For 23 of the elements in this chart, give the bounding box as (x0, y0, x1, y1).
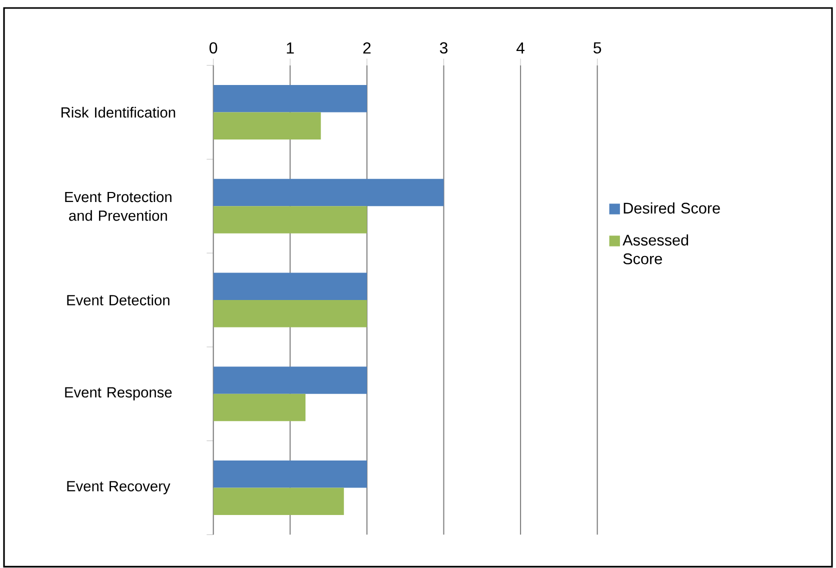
x-tick-label: 4 (516, 42, 525, 54)
y-tick-label: Risk Identification (62, 106, 176, 118)
x-tick-label: 5 (594, 42, 602, 54)
bar (213, 112, 321, 140)
bar (213, 488, 344, 515)
legend-label: Desired Score (624, 202, 720, 214)
bar (213, 206, 367, 234)
bar (213, 460, 367, 488)
x-tick-label: 3 (440, 42, 448, 54)
legend-label: Assessed Score (622, 234, 688, 264)
bar (213, 272, 367, 300)
y-tick-label: Event Response (65, 387, 172, 400)
bar (213, 366, 367, 394)
y-tick-label: Event Recovery (67, 481, 170, 494)
x-tick-label: 2 (363, 42, 371, 54)
x-tick-label: 0 (210, 42, 218, 54)
x-tick-label: 1 (286, 42, 294, 54)
y-tick-label: Event Detection (67, 294, 170, 306)
bar (213, 300, 367, 328)
bar (213, 85, 367, 112)
y-tick-label: Event Protection and Prevention (65, 191, 172, 221)
bar (213, 394, 306, 422)
bar (213, 178, 444, 206)
